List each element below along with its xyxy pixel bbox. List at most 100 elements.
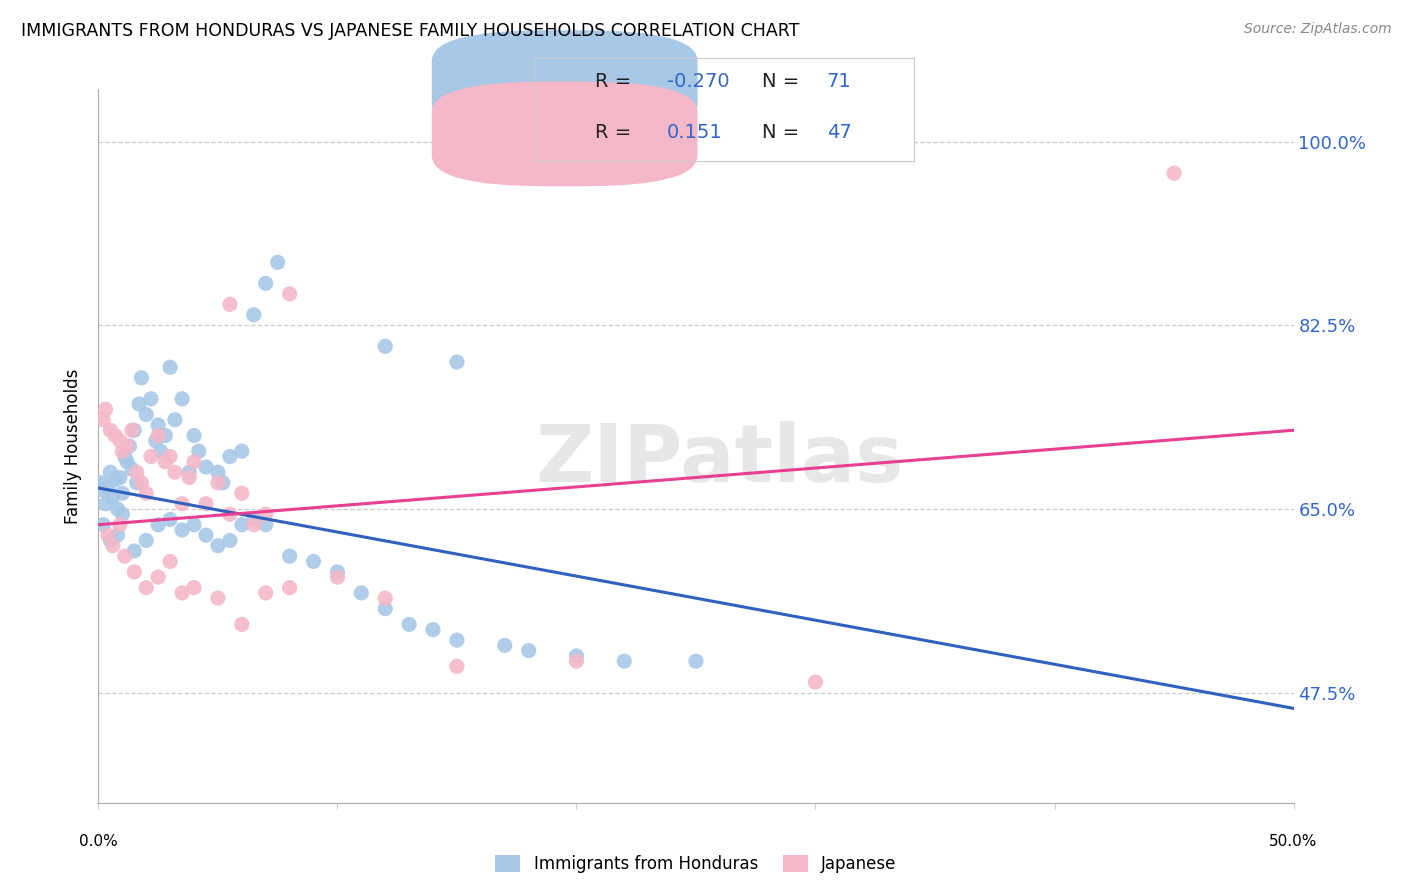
- Point: [107, 502, 129, 516]
- Point: [159, 450, 181, 464]
- Text: N =: N =: [762, 123, 806, 143]
- Point: [149, 444, 172, 458]
- Text: 50.0%: 50.0%: [1270, 834, 1317, 849]
- Point: [98, 465, 122, 479]
- Point: [211, 475, 233, 490]
- Point: [148, 428, 170, 442]
- Text: R =: R =: [595, 72, 637, 91]
- Point: [219, 533, 242, 548]
- Point: [148, 417, 170, 432]
- Point: [124, 423, 146, 437]
- Point: [125, 465, 148, 479]
- Point: [804, 675, 827, 690]
- Point: [90, 475, 112, 490]
- Point: [125, 475, 148, 490]
- Point: [183, 428, 205, 442]
- Point: [207, 591, 229, 606]
- Point: [565, 654, 588, 668]
- Point: [121, 423, 143, 437]
- Point: [194, 528, 218, 542]
- Point: [231, 486, 253, 500]
- Point: [243, 512, 266, 526]
- Point: [179, 465, 201, 479]
- Point: [159, 512, 181, 526]
- Point: [97, 481, 120, 495]
- Point: [139, 450, 162, 464]
- Point: [172, 523, 194, 537]
- FancyBboxPatch shape: [432, 30, 697, 135]
- Text: 71: 71: [827, 72, 852, 91]
- Point: [183, 581, 205, 595]
- Point: [111, 486, 134, 500]
- Point: [101, 539, 124, 553]
- Point: [128, 397, 150, 411]
- Point: [114, 549, 136, 564]
- Point: [108, 470, 131, 484]
- Point: [145, 434, 167, 448]
- Point: [135, 581, 157, 595]
- Point: [172, 497, 194, 511]
- Point: [108, 517, 131, 532]
- Point: [98, 423, 122, 437]
- Point: [243, 308, 266, 322]
- Point: [1163, 166, 1185, 180]
- Point: [278, 549, 301, 564]
- Point: [374, 591, 396, 606]
- Point: [350, 586, 373, 600]
- Point: [124, 565, 146, 579]
- Point: [111, 444, 134, 458]
- Text: R =: R =: [595, 123, 637, 143]
- Point: [194, 460, 218, 475]
- Point: [231, 444, 253, 458]
- Point: [118, 439, 141, 453]
- Text: Source: ZipAtlas.com: Source: ZipAtlas.com: [1244, 22, 1392, 37]
- Text: -0.270: -0.270: [666, 72, 730, 91]
- Point: [219, 297, 242, 311]
- Point: [422, 623, 444, 637]
- Point: [207, 475, 229, 490]
- Point: [91, 517, 114, 532]
- Point: [139, 392, 162, 406]
- Point: [111, 507, 134, 521]
- Point: [107, 528, 129, 542]
- Point: [94, 402, 117, 417]
- Point: [637, 812, 659, 826]
- Point: [148, 517, 170, 532]
- Point: [243, 517, 266, 532]
- Y-axis label: Family Households: Family Households: [65, 368, 83, 524]
- Point: [155, 428, 177, 442]
- Point: [98, 533, 122, 548]
- Point: [302, 554, 325, 568]
- Point: [254, 507, 277, 521]
- Point: [446, 355, 468, 369]
- Point: [124, 544, 146, 558]
- Text: 0.151: 0.151: [666, 123, 723, 143]
- Point: [183, 455, 205, 469]
- Legend: Immigrants from Honduras, Japanese: Immigrants from Honduras, Japanese: [489, 848, 903, 880]
- Point: [115, 439, 138, 453]
- Point: [131, 371, 153, 385]
- Point: [114, 450, 136, 464]
- Point: [254, 517, 277, 532]
- Point: [104, 428, 127, 442]
- Point: [278, 581, 301, 595]
- Point: [163, 413, 186, 427]
- Point: [207, 539, 229, 553]
- Text: 47: 47: [827, 123, 852, 143]
- Point: [207, 465, 229, 479]
- Point: [159, 554, 181, 568]
- Point: [685, 654, 707, 668]
- Point: [135, 486, 157, 500]
- FancyBboxPatch shape: [432, 81, 697, 186]
- Point: [446, 633, 468, 648]
- Point: [179, 470, 201, 484]
- Point: [517, 643, 540, 657]
- Point: [398, 617, 420, 632]
- Point: [101, 489, 124, 503]
- Point: [278, 286, 301, 301]
- Point: [135, 533, 157, 548]
- Point: [565, 648, 588, 663]
- Point: [135, 408, 157, 422]
- Point: [374, 339, 396, 353]
- Point: [613, 654, 636, 668]
